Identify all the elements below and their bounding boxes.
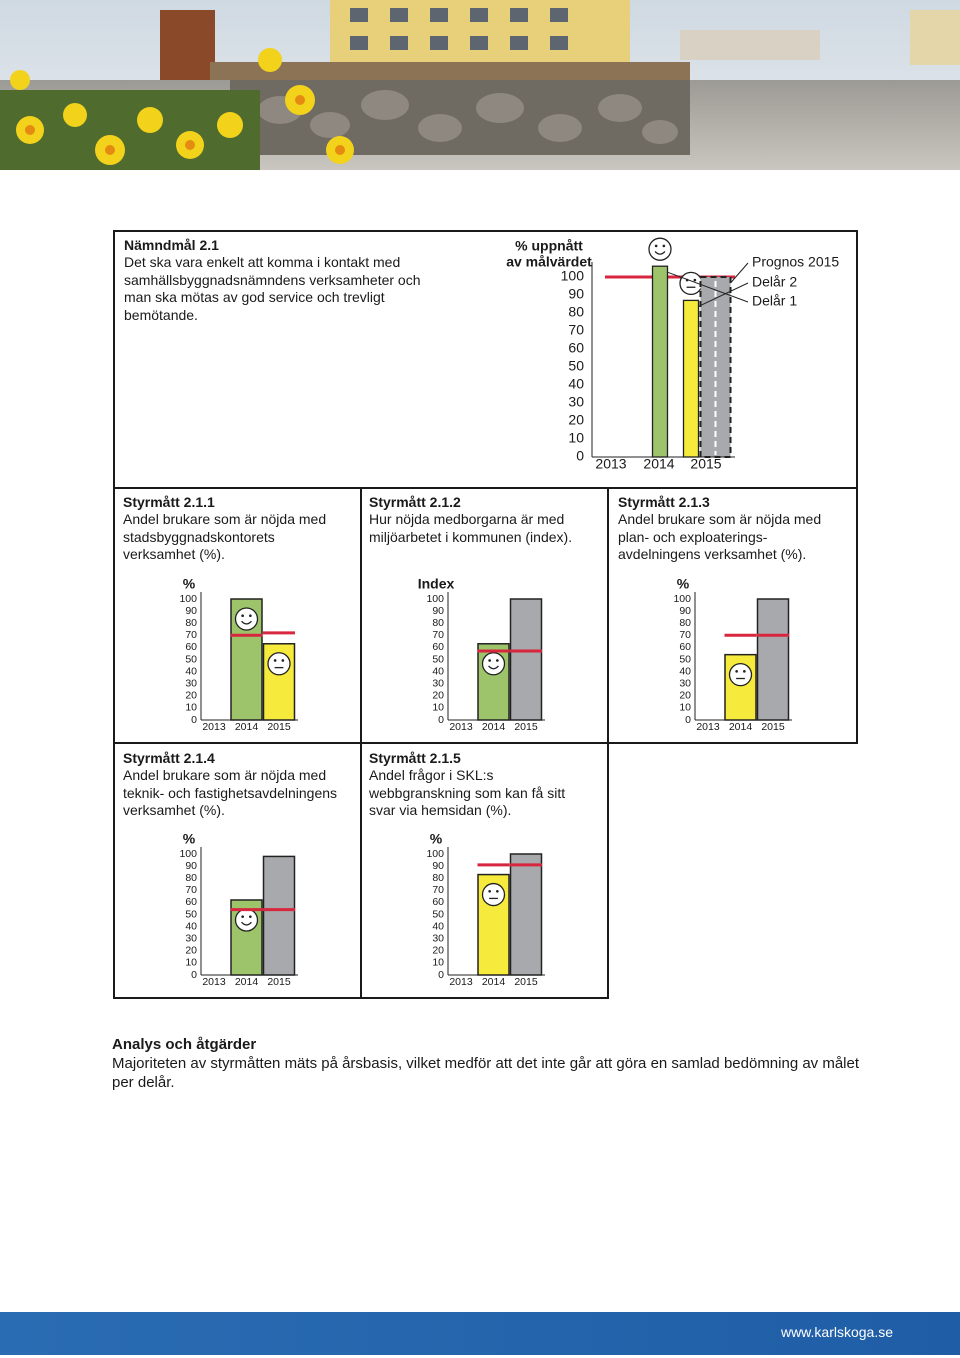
analysis-text: Majoriteten av styrmåtten mäts på årsbas… [112, 1055, 860, 1091]
header-photo [0, 0, 960, 170]
analysis-title: Analys och åtgärder [112, 1036, 257, 1053]
measure-title: Styrmått 2.1.1 [123, 494, 215, 510]
goal-text: Det ska vara enkelt att komma i kontakt … [124, 254, 421, 323]
goal-title: Nämndmål 2.1 [124, 237, 219, 253]
measure-text: Andel brukare som är nöjda med plan- och… [618, 511, 822, 562]
measure-text: Andel brukare som är nöjda med teknik- o… [123, 767, 338, 818]
measure-text: Andel frågor i SKL:s webbgranskning som … [369, 767, 566, 818]
measure-title: Styrmått 2.1.5 [369, 750, 461, 766]
footer-band: www.karlskoga.se [0, 1312, 960, 1355]
measure-title: Styrmått 2.1.3 [618, 494, 710, 510]
footer-url: www.karlskoga.se [780, 1324, 893, 1340]
measure-title: Styrmått 2.1.4 [123, 750, 215, 766]
measure-text: Andel brukare som är nöjda med stadsbygg… [123, 511, 327, 562]
measure-text: Hur nöjda medborgarna är med miljöarbete… [369, 511, 573, 545]
measure-box [607, 487, 858, 744]
measure-title: Styrmått 2.1.2 [369, 494, 461, 510]
measure-box [360, 742, 609, 999]
